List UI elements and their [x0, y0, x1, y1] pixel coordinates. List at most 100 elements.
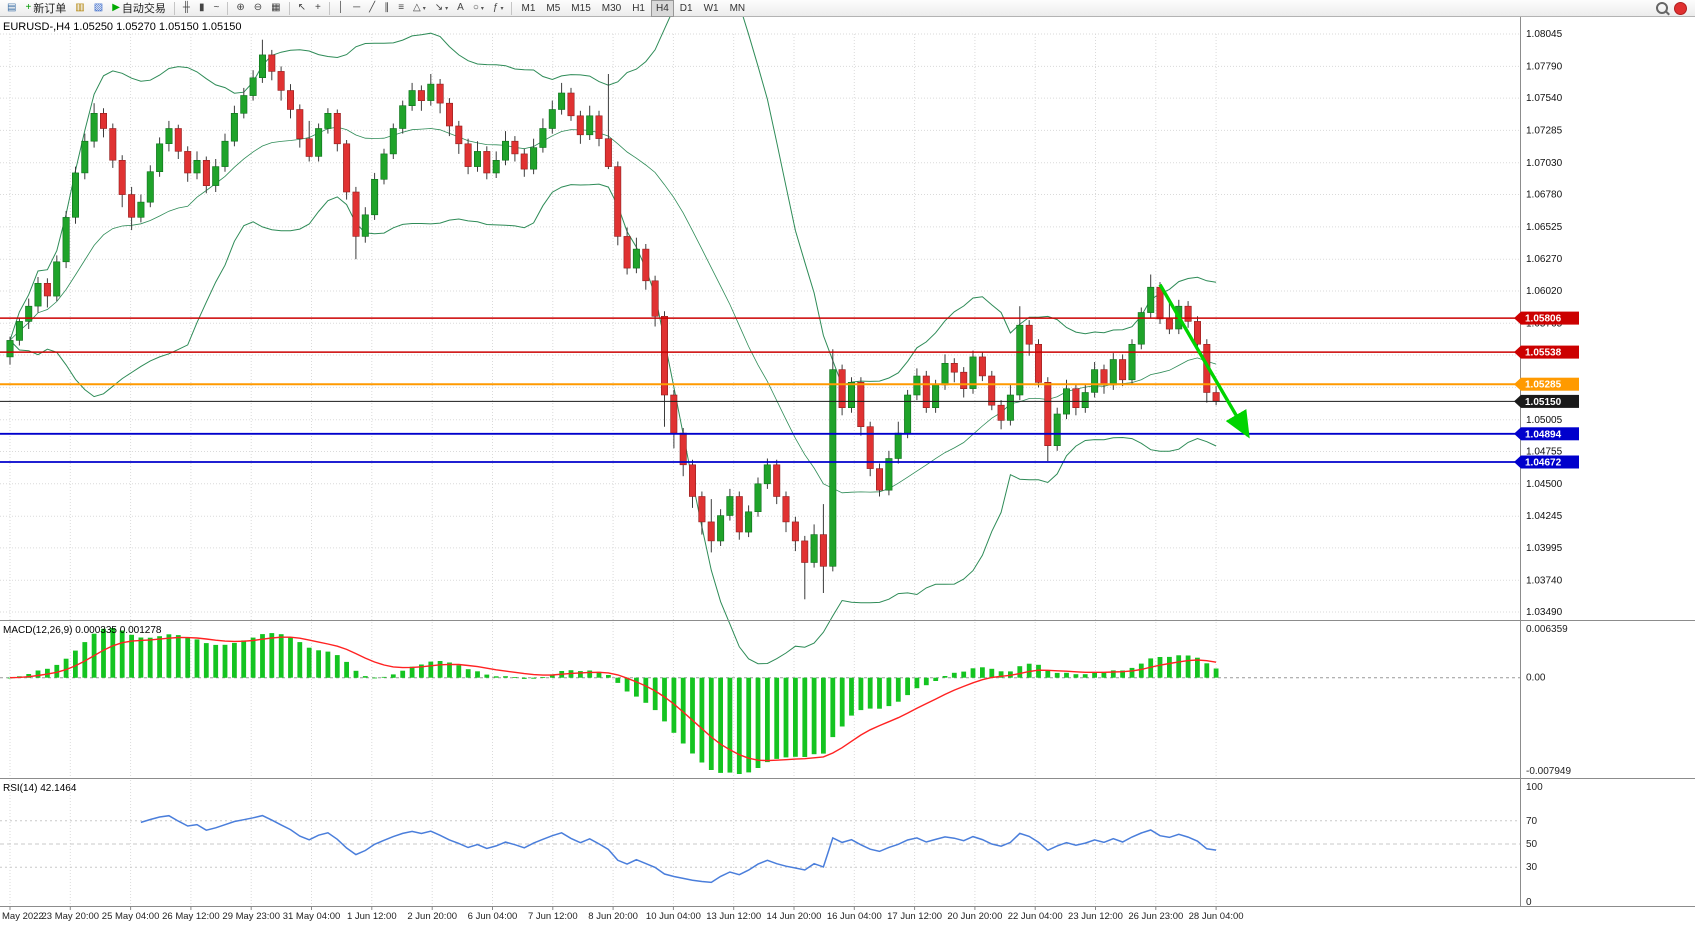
zoom-out-icon: ⊖	[253, 2, 263, 13]
svg-text:16 Jun 04:00: 16 Jun 04:00	[827, 911, 882, 922]
search-icon[interactable]	[1656, 2, 1668, 14]
svg-text:1.05538: 1.05538	[1525, 348, 1562, 359]
chart-canvas[interactable]: 0.006359 0.00 -0.007949 100 70 50 30 0 1.08045 1.…	[0, 17, 1695, 936]
svg-text:0.006359: 0.006359	[1526, 624, 1568, 635]
autotrade-button[interactable]: ▶ 自动交易	[108, 0, 170, 17]
macd-axis[interactable]: 0.006359 0.00 -0.007949	[1526, 624, 1571, 777]
svg-text:8 Jun 20:00: 8 Jun 20:00	[588, 911, 638, 922]
bar-chart-icon: ╫	[182, 2, 190, 13]
svg-text:1.04894: 1.04894	[1525, 429, 1562, 440]
price-tags: 1.05806 1.05538 1.05285 1.05150 1.04894 1.046…	[1514, 311, 1579, 469]
zoom-out-button[interactable]: ⊖	[250, 0, 266, 17]
text-button[interactable]: A	[453, 0, 468, 17]
channel-icon: ∥	[384, 2, 390, 13]
macd-indicator	[0, 628, 1520, 774]
cursor-icon: ↖	[297, 2, 306, 13]
trendline-icon: ╱	[369, 2, 376, 13]
svg-text:2 Jun 20:00: 2 Jun 20:00	[407, 911, 457, 922]
svg-text:1.04672: 1.04672	[1525, 458, 1562, 469]
svg-text:20 Jun 20:00: 20 Jun 20:00	[947, 911, 1002, 922]
timeframe-m30-button[interactable]: M30	[601, 2, 622, 14]
channel-button[interactable]: ∥	[380, 0, 393, 17]
zoom-in-button[interactable]: ⊕	[232, 0, 248, 17]
line-chart-icon: ~	[213, 2, 220, 13]
toolbar-separator	[511, 1, 513, 15]
chart-profile-icon: ▥	[75, 2, 85, 13]
svg-text:1.05285: 1.05285	[1525, 380, 1562, 391]
new-order-button[interactable]: + 新订单	[21, 0, 70, 17]
svg-text:1.07285: 1.07285	[1526, 125, 1563, 136]
svg-text:25 May 04:00: 25 May 04:00	[102, 911, 160, 922]
cursor-button[interactable]: ↖	[294, 0, 310, 17]
line-chart-button[interactable]: ~	[210, 0, 224, 17]
market-watch-button[interactable]: ▧	[90, 0, 107, 17]
autotrade-button-label: 自动交易	[121, 3, 166, 15]
bar-chart-button[interactable]: ╫	[179, 0, 194, 17]
horizontal-line-button[interactable]: ─	[349, 0, 364, 17]
svg-text:1.07790: 1.07790	[1526, 61, 1563, 72]
fibonacci-icon: ≡	[398, 2, 405, 13]
svg-text:70: 70	[1526, 816, 1538, 827]
svg-text:1.08045: 1.08045	[1526, 29, 1563, 40]
svg-text:1.06020: 1.06020	[1526, 286, 1563, 297]
shapes-icon: △	[413, 2, 421, 13]
svg-text:1.03995: 1.03995	[1526, 543, 1563, 554]
svg-text:28 Jun 04:00: 28 Jun 04:00	[1189, 911, 1244, 922]
timeframe-m15-button[interactable]: M15	[571, 2, 591, 14]
rsi-indicator	[0, 814, 1520, 884]
timeframe-d1-button[interactable]: D1	[679, 2, 693, 14]
candles	[6, 39, 1220, 600]
svg-text:1.05150: 1.05150	[1525, 397, 1562, 408]
candlestick-chart-button[interactable]: ▮	[195, 0, 209, 17]
autotrade-icon: ▶	[112, 2, 120, 13]
svg-text:1.06270: 1.06270	[1526, 254, 1563, 265]
charts-grid-icon-icon: ▤	[7, 2, 17, 13]
crosshair-icon: +	[314, 2, 321, 13]
svg-text:-0.007949: -0.007949	[1526, 766, 1571, 777]
arrows-icon: ↘	[434, 2, 444, 13]
svg-text:23 May 20:00: 23 May 20:00	[42, 911, 100, 922]
crosshair-button[interactable]: +	[311, 0, 325, 17]
candlestick-chart-icon: ▮	[199, 2, 205, 13]
timeframe-h4-button[interactable]: H4	[651, 0, 674, 17]
vertical-line-button[interactable]: │	[334, 0, 348, 17]
fibonacci-button[interactable]: ≡	[394, 0, 408, 17]
notification-badge[interactable]	[1674, 1, 1687, 15]
tile-windows-button[interactable]: ▦	[267, 0, 284, 17]
trend-arrow[interactable]	[1158, 283, 1250, 439]
timeframe-mn-button[interactable]: MN	[729, 2, 746, 14]
grid	[0, 33, 1520, 906]
svg-text:50: 50	[1526, 839, 1538, 850]
svg-text:6 Jun 04:00: 6 Jun 04:00	[468, 911, 518, 922]
svg-text:30: 30	[1526, 862, 1538, 873]
svg-text:23 Jun 12:00: 23 Jun 12:00	[1068, 911, 1123, 922]
svg-text:1.05005: 1.05005	[1526, 415, 1563, 426]
indicators-button[interactable]: ƒ ▾	[489, 0, 508, 17]
charts-grid-icon-button[interactable]: ▤	[3, 0, 20, 17]
svg-text:29 May 23:00: 29 May 23:00	[222, 911, 280, 922]
timeframe-h1-button[interactable]: H1	[632, 2, 645, 14]
svg-text:1.07540: 1.07540	[1526, 93, 1563, 104]
rsi-axis[interactable]: 100 70 50 30 0	[1526, 782, 1543, 908]
zoom-in-icon: ⊕	[236, 2, 245, 13]
arrows-button[interactable]: ↘ ▾	[431, 0, 452, 17]
chart-profile-button[interactable]: ▥	[71, 0, 88, 17]
timeframe-m5-button[interactable]: M5	[546, 2, 561, 14]
svg-text:1.05806: 1.05806	[1525, 314, 1562, 325]
shapes-button[interactable]: △ ▾	[409, 0, 430, 17]
cycles-button[interactable]: ○ ▾	[469, 0, 488, 17]
horizontal-line-icon: ─	[353, 2, 361, 13]
svg-text:1 Jun 12:00: 1 Jun 12:00	[347, 911, 397, 922]
svg-text:14 Jun 20:00: 14 Jun 20:00	[767, 911, 822, 922]
timeframe-m1-button[interactable]: M1	[521, 2, 536, 14]
tile-windows-icon: ▦	[271, 2, 281, 13]
svg-text:1.03490: 1.03490	[1526, 607, 1563, 618]
toolbar-separator	[288, 1, 290, 15]
text-icon: A	[457, 2, 464, 13]
timeframe-w1-button[interactable]: W1	[703, 2, 719, 14]
svg-text:0: 0	[1526, 897, 1532, 908]
horizontal-levels[interactable]	[0, 317, 1520, 463]
trendline-button[interactable]: ╱	[365, 0, 379, 17]
